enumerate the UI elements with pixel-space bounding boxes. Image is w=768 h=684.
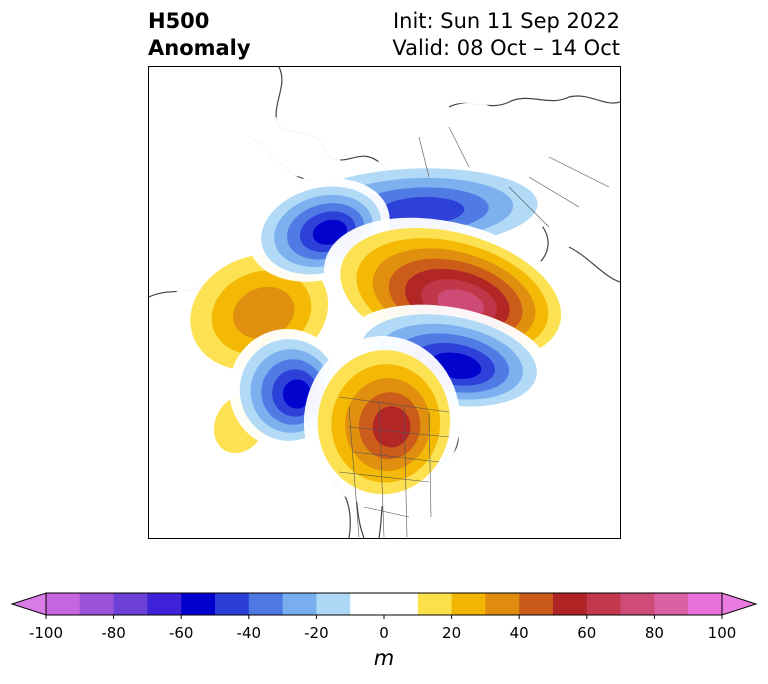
colorbar-bin-12 — [485, 593, 520, 615]
colorbar-tick-label: -80 — [101, 624, 126, 642]
colorbar-bin-4 — [181, 593, 216, 615]
colorbar-bin-18 — [688, 593, 723, 615]
title-type: Anomaly — [148, 36, 251, 60]
map-dates: Init: Sun 11 Sep 2022 Valid: 08 Oct – 14… — [392, 8, 620, 62]
anomaly-fields — [168, 102, 574, 506]
colorbar-bin-13 — [519, 593, 554, 615]
contour-level — [372, 406, 411, 448]
colorbar-tick-label: 80 — [644, 624, 664, 642]
colorbar-tick-label: 0 — [379, 624, 389, 642]
contour-level — [247, 117, 341, 177]
colorbar-bin-9 — [350, 593, 419, 615]
anomaly-yellow-alaska-pacific — [431, 102, 503, 152]
colorbar-extend-high — [721, 592, 758, 616]
colorbar-bin-11 — [451, 593, 486, 615]
colorbar-tick-label: 40 — [509, 624, 529, 642]
colorbar-tick-label: -60 — [168, 624, 194, 642]
contour-level — [312, 219, 348, 245]
colorbar-bin-7 — [282, 593, 317, 615]
contour-level — [431, 102, 503, 152]
colorbar-bin-14 — [553, 593, 588, 615]
init-date: Init: Sun 11 Sep 2022 — [392, 9, 620, 33]
map-canvas — [149, 67, 620, 538]
colorbar-tick-label: 100 — [707, 624, 737, 642]
contour-level — [282, 379, 312, 409]
colorbar-bin-8 — [316, 593, 351, 615]
colorbar-bin-0 — [46, 593, 81, 615]
contour-level — [233, 286, 295, 339]
anomaly-red-great-lakes — [303, 336, 461, 506]
colorbar-bin-1 — [79, 593, 115, 615]
colorbar-tick-label: -20 — [304, 624, 329, 642]
title-variable: H500 — [148, 9, 210, 33]
anomaly-map — [148, 66, 621, 539]
colorbar-bin-6 — [248, 593, 284, 615]
colorbar-tick-label: 20 — [442, 624, 462, 642]
map-title: H500 Anomaly — [148, 8, 251, 62]
colorbar-bin-5 — [215, 593, 250, 615]
colorbar-unit: m — [373, 646, 395, 670]
contour-level — [379, 196, 465, 225]
colorbar-extend-low — [10, 592, 47, 616]
colorbar-tick-label: -40 — [236, 624, 262, 642]
colorbar-bin-10 — [417, 593, 453, 615]
colorbar-bin-17 — [654, 593, 689, 615]
colorbar — [10, 592, 758, 619]
colorbar-bin-3 — [147, 593, 182, 615]
colorbar-bin-16 — [620, 593, 655, 615]
colorbar-bin-2 — [113, 593, 148, 615]
borders — [338, 126, 610, 538]
anomaly-yellow-siberia — [247, 117, 341, 177]
colorbar-bin-15 — [586, 593, 622, 615]
valid-range: Valid: 08 Oct – 14 Oct — [392, 36, 620, 60]
colorbar-tick-label: -100 — [28, 624, 64, 642]
colorbar-tick-label: 60 — [577, 624, 597, 642]
